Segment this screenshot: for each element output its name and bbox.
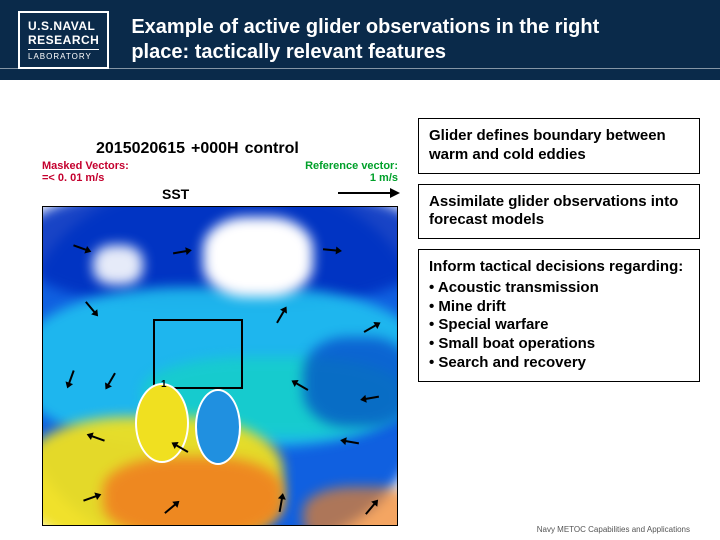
block-inform: Inform tactical decisions regarding: Aco… — [418, 249, 700, 382]
sst-heatmap: 1 — [42, 206, 398, 526]
inform-item: Special warfare — [429, 316, 689, 335]
slide-footer: Navy METOC Capabilities and Applications — [537, 525, 690, 534]
block-assimilate: Assimilate glider observations into fore… — [418, 184, 700, 240]
figure-labels: Masked Vectors: =< 0. 01 m/s Reference v… — [42, 160, 398, 184]
logo-line-1: U.S.NAVAL — [28, 19, 99, 33]
reference-vector-label: Reference vector: 1 m/s — [305, 160, 398, 184]
inform-item: Small boat operations — [429, 335, 689, 354]
figure-title: 2015020615 +000H control — [96, 140, 398, 158]
inform-item: Acoustic transmission — [429, 279, 689, 298]
block-inform-list: Acoustic transmissionMine driftSpecial w… — [429, 279, 689, 373]
block-boundary: Glider defines boundary between warm and… — [418, 118, 700, 174]
header-divider — [0, 68, 720, 69]
marker-label: 1 — [161, 379, 167, 390]
block-inform-title: Inform tactical decisions regarding: — [429, 258, 689, 277]
fig-offset: +000H — [191, 140, 239, 158]
slide-title: Example of active glider observations in… — [131, 15, 651, 65]
reference-arrow-icon — [338, 192, 398, 200]
slide-content: 2015020615 +000H control Masked Vectors:… — [0, 80, 720, 540]
logo-line-3: LABORATORY — [28, 49, 99, 61]
sst-figure: 2015020615 +000H control Masked Vectors:… — [42, 140, 398, 526]
inform-item: Mine drift — [429, 298, 689, 317]
eddy-cold-ellipse — [195, 389, 241, 465]
fig-mode: control — [245, 140, 299, 158]
slide-header: U.S.NAVAL RESEARCH LABORATORY Example of… — [0, 0, 720, 80]
inform-item: Search and recovery — [429, 354, 689, 373]
sst-label: SST — [162, 186, 189, 202]
sst-row: SST — [42, 186, 398, 202]
nrl-logo: U.S.NAVAL RESEARCH LABORATORY — [18, 11, 109, 69]
fig-date: 2015020615 — [96, 140, 185, 158]
logo-line-2: RESEARCH — [28, 33, 99, 47]
eddy-warm-ellipse — [135, 383, 189, 463]
text-column: Glider defines boundary between warm and… — [418, 118, 700, 392]
masked-vectors-label: Masked Vectors: =< 0. 01 m/s — [42, 160, 129, 184]
